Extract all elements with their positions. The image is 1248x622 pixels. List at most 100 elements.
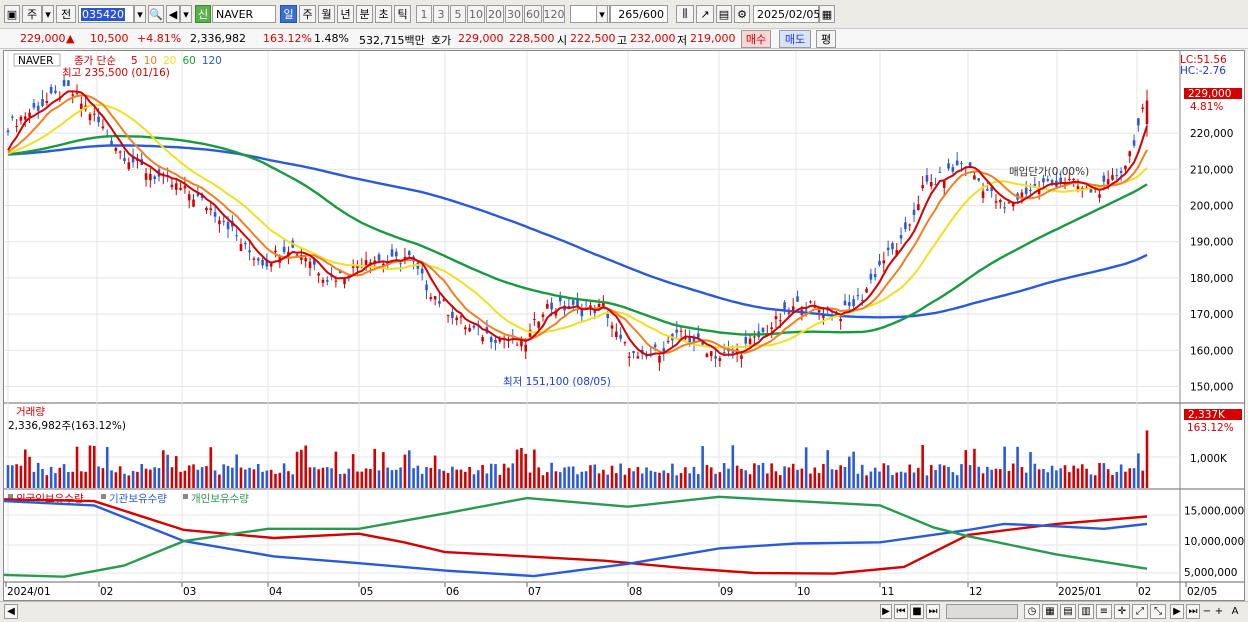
candle-body xyxy=(968,162,972,167)
interval-button-10[interactable]: 10 xyxy=(467,5,485,23)
candle-body xyxy=(15,125,18,127)
volume-bar xyxy=(968,465,972,488)
volume-bar xyxy=(464,471,467,488)
volume-bar xyxy=(1137,453,1140,488)
table-icon[interactable]: ▤ xyxy=(1060,604,1076,619)
candle-body xyxy=(929,181,933,187)
period-tab-5[interactable]: 초 xyxy=(375,5,392,23)
candle-body xyxy=(1132,140,1136,146)
crosshair-icon[interactable]: ✛ xyxy=(1114,604,1130,619)
scroll-right-icon[interactable]: ▶ xyxy=(1170,604,1184,619)
candle-body xyxy=(714,356,717,359)
candle-body xyxy=(951,167,955,172)
period-tab-0[interactable]: 일 xyxy=(280,5,297,23)
shrink-icon[interactable]: ⤡ xyxy=(1150,604,1166,619)
volume-bar xyxy=(891,475,894,488)
volume-bar xyxy=(282,463,286,488)
zoom-slider[interactable] xyxy=(946,604,1018,619)
interval-button-60[interactable]: 60 xyxy=(524,5,542,23)
period-tab-1[interactable]: 주 xyxy=(299,5,316,23)
period-tab-2[interactable]: 월 xyxy=(318,5,335,23)
stock-name-field[interactable]: NAVER xyxy=(212,5,276,23)
chevron-down-icon[interactable]: ▾ xyxy=(180,5,192,23)
gear-icon[interactable]: ⚙ xyxy=(734,5,750,23)
interval-button-120[interactable]: 120 xyxy=(543,5,565,23)
candle-body xyxy=(658,355,661,363)
chevron-down-icon[interactable]: ▾ xyxy=(596,5,608,23)
price-tick: 170,000 xyxy=(1190,309,1233,321)
grid-icon[interactable]: ▦ xyxy=(1042,604,1058,619)
candle-body xyxy=(619,334,622,339)
volume-bar xyxy=(606,474,609,488)
volume-bar xyxy=(843,467,847,488)
period-tab-6[interactable]: 틱 xyxy=(394,5,411,23)
chevron-down-icon[interactable]: ▾ xyxy=(134,5,146,23)
search-icon[interactable]: 🔍 xyxy=(148,5,164,23)
candle-body xyxy=(921,185,924,189)
expand-icon[interactable]: ⤢ xyxy=(1132,604,1148,619)
last-icon[interactable]: ⏭ xyxy=(926,604,940,619)
chevron-down-icon[interactable]: ▾ xyxy=(42,5,54,23)
candle-body xyxy=(464,327,467,330)
candle-body xyxy=(1033,183,1037,186)
chart-svg[interactable]: NAVER 종가 단순 5 10 20 60 120 최고 235,500 (01/16… xyxy=(3,51,1244,600)
candle-body xyxy=(429,297,433,299)
volume-bar xyxy=(804,447,808,488)
x-label: 02/05 xyxy=(1187,586,1217,598)
candle-body xyxy=(144,173,148,180)
interval-button-5[interactable]: 5 xyxy=(450,5,466,23)
volume-bar xyxy=(679,473,683,488)
buy-button[interactable]: 매수 xyxy=(741,30,771,48)
scroll-left-icon[interactable]: ◀ xyxy=(4,604,18,619)
volume-bar xyxy=(571,466,575,488)
interval-button-1[interactable]: 1 xyxy=(416,5,432,23)
count-field[interactable]: 265/600 xyxy=(610,5,668,23)
volume-bar xyxy=(973,448,976,488)
candle-body xyxy=(498,337,502,342)
period-tab-4[interactable]: 분 xyxy=(356,5,373,23)
bars-icon[interactable]: ▥ xyxy=(1078,604,1094,619)
volume-bar xyxy=(1046,472,1050,488)
first-icon[interactable]: ⏮ xyxy=(894,604,908,619)
play-icon[interactable]: ▶ xyxy=(880,604,892,619)
period-tab-3[interactable]: 년 xyxy=(337,5,354,23)
volume-bar xyxy=(256,464,260,488)
volume-bar xyxy=(684,467,687,488)
volume-bar xyxy=(481,464,484,488)
candle-body xyxy=(170,184,174,188)
eval-button[interactable]: 평 xyxy=(816,30,836,48)
candle-body xyxy=(986,189,989,191)
volume-bar xyxy=(338,473,342,488)
volume-bar xyxy=(640,473,644,488)
zoom-icon[interactable]: ◷ xyxy=(1024,604,1040,619)
market-select[interactable]: 주 xyxy=(22,5,42,23)
volume-bar xyxy=(192,464,195,488)
ma-line-5 xyxy=(7,90,1148,357)
save-icon[interactable]: ▤ xyxy=(716,5,732,23)
interval-button-30[interactable]: 30 xyxy=(505,5,523,23)
lines-icon[interactable]: ≡ xyxy=(1096,604,1112,619)
type-select[interactable]: 전 xyxy=(56,5,76,23)
stop-icon[interactable]: ■ xyxy=(910,604,924,619)
interval-button-3[interactable]: 3 xyxy=(433,5,449,23)
volume-bar xyxy=(722,463,726,488)
volume-bar xyxy=(554,471,558,488)
chart-type-icon[interactable]: ⫼ xyxy=(676,5,694,23)
candle-body xyxy=(455,317,458,321)
candle-body xyxy=(62,80,66,86)
plus-icon[interactable]: + xyxy=(1214,606,1224,617)
code-input[interactable]: 035420 xyxy=(78,5,134,23)
calendar-icon[interactable]: ▦ xyxy=(819,5,835,23)
scroll-end-icon[interactable]: ⏭ xyxy=(1186,604,1200,619)
date-field[interactable]: 2025/02/05 xyxy=(753,5,820,23)
volume-bar xyxy=(269,469,273,488)
chart-area[interactable]: NAVER 종가 단순 5 10 20 60 120 최고 235,500 (01/16… xyxy=(3,50,1245,601)
interval-button-20[interactable]: 20 xyxy=(486,5,504,23)
layout-icon[interactable]: ▣ xyxy=(4,5,20,23)
volume-bar xyxy=(938,464,942,488)
sell-button[interactable]: 매도 xyxy=(779,30,811,48)
draw-icon[interactable]: ↗ xyxy=(696,5,714,23)
speaker-icon[interactable]: ◀ xyxy=(166,5,180,23)
font-icon[interactable]: A xyxy=(1231,606,1239,617)
minus-icon[interactable]: − xyxy=(1202,606,1212,617)
